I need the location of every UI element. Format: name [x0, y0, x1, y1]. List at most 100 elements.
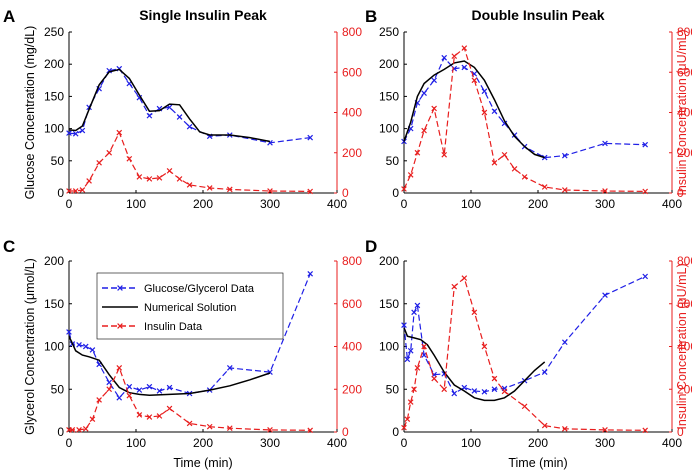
y-tick-label: 150 — [379, 89, 399, 103]
insulin-data-point — [501, 388, 508, 395]
insulin-data-line — [69, 366, 311, 431]
insulin-data-point — [431, 105, 437, 112]
insulin-data-point — [401, 424, 407, 431]
insulin-data-point — [126, 392, 133, 399]
y2-tick-label: 400 — [677, 106, 692, 120]
x-tick-label: 400 — [327, 197, 347, 211]
glucose-glycerol-data-point — [146, 383, 153, 390]
insulin-data-point — [86, 178, 92, 184]
insulin-data-point — [136, 412, 143, 418]
insulin-data-point — [521, 403, 528, 410]
y2-tick-label: 400 — [342, 106, 362, 120]
glucose-glycerol-data-point — [642, 273, 649, 280]
insulin-data-point — [72, 188, 79, 194]
y-tick-label: 250 — [379, 25, 399, 39]
glucose-glycerol-data-point — [541, 369, 548, 375]
insulin-data-point — [441, 386, 448, 393]
y2-tick-label: 600 — [342, 65, 362, 79]
numerical-solution-line — [403, 327, 546, 402]
panel-c: 0 100 200 300 4000501001502000200400600800CG… — [3, 237, 362, 470]
x-tick-label: 100 — [126, 197, 146, 211]
y-axis-label: Glucose Concentration (mg/dL) — [23, 26, 37, 200]
glucose-glycerol-data-point — [414, 302, 421, 309]
insulin-data-point — [401, 186, 407, 192]
insulin-data-point — [166, 168, 173, 174]
glucose-glycerol-data-point — [156, 388, 163, 394]
insulin-data-point — [421, 343, 427, 350]
glucose-glycerol-data-point — [404, 356, 411, 363]
insulin-data-point — [307, 188, 314, 195]
y2-tick-label: 800 — [342, 254, 362, 268]
glucose-glycerol-data-point — [481, 388, 488, 395]
insulin-data-point — [106, 386, 113, 393]
glucose-glycerol-data-point — [76, 341, 82, 348]
y2-tick-label: 800 — [342, 25, 362, 39]
legend-label: Numerical Solution — [144, 302, 236, 314]
glucose-glycerol-data-point — [407, 347, 414, 354]
glucose-glycerol-data-point — [561, 152, 568, 159]
y2-tick-label: 400 — [677, 340, 692, 354]
insulin-data-point — [186, 420, 193, 427]
y-tick-label: 0 — [57, 425, 64, 439]
x-tick-label: 0 — [401, 436, 408, 450]
glucose-glycerol-data-point — [116, 394, 123, 401]
insulin-data-point — [471, 77, 478, 84]
y2-tick-label: 200 — [677, 382, 692, 396]
insulin-data-point — [186, 182, 193, 188]
glucose-glycerol-data-point — [561, 339, 568, 346]
insulin-data-point — [407, 399, 414, 405]
insulin-data-point — [602, 427, 608, 433]
glucose-glycerol-data-point — [106, 379, 113, 386]
glucose-glycerol-data-point — [431, 77, 437, 84]
y-tick-label: 0 — [392, 425, 399, 439]
y-tick-label: 150 — [44, 297, 64, 311]
insulin-data-point — [491, 159, 498, 166]
insulin-data-point — [461, 45, 468, 51]
glucose-glycerol-data-point — [126, 383, 133, 390]
insulin-data-point — [267, 188, 273, 194]
glucose-glycerol-data-point — [461, 64, 468, 71]
panel-d: 01002003004000501001502000200400600800DI… — [365, 237, 692, 470]
y2-tick-label: 0 — [342, 186, 349, 200]
insulin-data-point — [82, 425, 89, 432]
glucose-glycerol-data-point — [501, 120, 508, 127]
insulin-data-point — [561, 187, 568, 193]
x-tick-label: 400 — [662, 197, 682, 211]
insulin-data-point — [642, 188, 649, 195]
insulin-data-point — [226, 425, 233, 431]
y-tick-label: 200 — [379, 254, 399, 268]
y-tick-label: 200 — [44, 57, 64, 71]
glucose-glycerol-data-point — [401, 322, 407, 328]
glucose-glycerol-data-point — [226, 365, 233, 371]
x-tick-label: 0 — [66, 436, 73, 450]
y-tick-label: 100 — [379, 122, 399, 136]
insulin-data-point — [471, 309, 478, 316]
y2-tick-label: 0 — [677, 425, 684, 439]
y-tick-label: 200 — [379, 57, 399, 71]
insulin-data-point — [414, 365, 421, 371]
x-tick-label: 300 — [260, 436, 280, 450]
insulin-data-point — [451, 283, 458, 290]
y2-tick-label: 400 — [342, 340, 362, 354]
x-tick-label: 300 — [260, 197, 280, 211]
glucose-glycerol-data-point — [471, 388, 478, 394]
insulin-data-point — [267, 427, 273, 433]
y2-tick-label: 600 — [342, 297, 362, 311]
x-tick-label: 300 — [595, 197, 615, 211]
insulin-data-point — [461, 275, 468, 281]
insulin-data-point — [146, 176, 153, 182]
glucose-glycerol-data-point — [82, 343, 89, 350]
glucose-glycerol-data-line — [68, 68, 311, 144]
x-tick-label: 200 — [193, 197, 213, 211]
insulin-data-point — [226, 186, 233, 193]
panel-letter: B — [365, 7, 377, 26]
glucose-glycerol-data-point — [451, 390, 458, 397]
glucose-glycerol-data-point — [602, 292, 608, 299]
y2-tick-label: 0 — [677, 186, 684, 200]
y-axis-label: Glycerol Concentration (μmol/L) — [23, 258, 37, 435]
glucose-glycerol-data-point — [307, 271, 314, 277]
x-tick-label: 100 — [126, 436, 146, 450]
glucose-glycerol-data-point — [481, 88, 488, 95]
y-tick-label: 50 — [386, 154, 400, 168]
glucose-glycerol-data-point — [146, 112, 153, 119]
